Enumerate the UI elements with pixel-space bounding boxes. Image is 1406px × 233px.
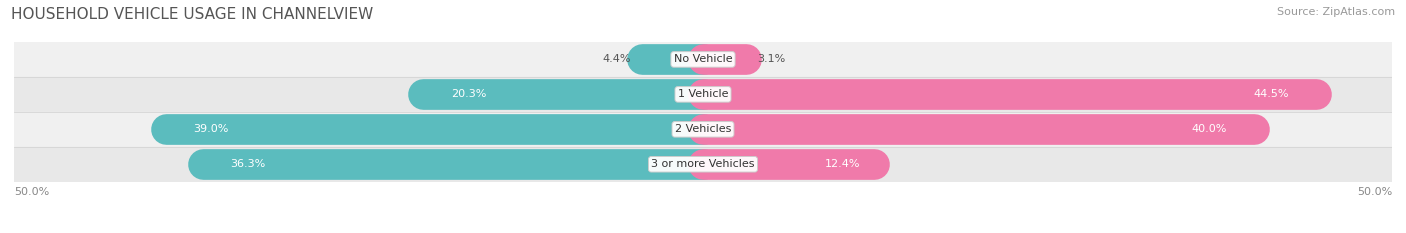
Text: 2 Vehicles: 2 Vehicles (675, 124, 731, 134)
Text: 1 Vehicle: 1 Vehicle (678, 89, 728, 99)
Bar (14, 147, 1392, 182)
Text: 50.0%: 50.0% (14, 187, 49, 197)
Text: 50.0%: 50.0% (1357, 187, 1392, 197)
Text: 40.0%: 40.0% (1191, 124, 1226, 134)
Text: 20.3%: 20.3% (451, 89, 486, 99)
Text: 3.1%: 3.1% (756, 55, 785, 64)
Text: Source: ZipAtlas.com: Source: ZipAtlas.com (1277, 7, 1395, 17)
Bar (14, 42, 1392, 77)
Bar (14, 112, 1392, 147)
Text: HOUSEHOLD VEHICLE USAGE IN CHANNELVIEW: HOUSEHOLD VEHICLE USAGE IN CHANNELVIEW (11, 7, 374, 22)
Text: 44.5%: 44.5% (1253, 89, 1289, 99)
Text: 3 or more Vehicles: 3 or more Vehicles (651, 159, 755, 169)
Bar (14, 77, 1392, 112)
Text: 39.0%: 39.0% (193, 124, 229, 134)
Text: 12.4%: 12.4% (824, 159, 860, 169)
Text: 36.3%: 36.3% (231, 159, 266, 169)
Text: No Vehicle: No Vehicle (673, 55, 733, 64)
Text: 4.4%: 4.4% (603, 55, 631, 64)
